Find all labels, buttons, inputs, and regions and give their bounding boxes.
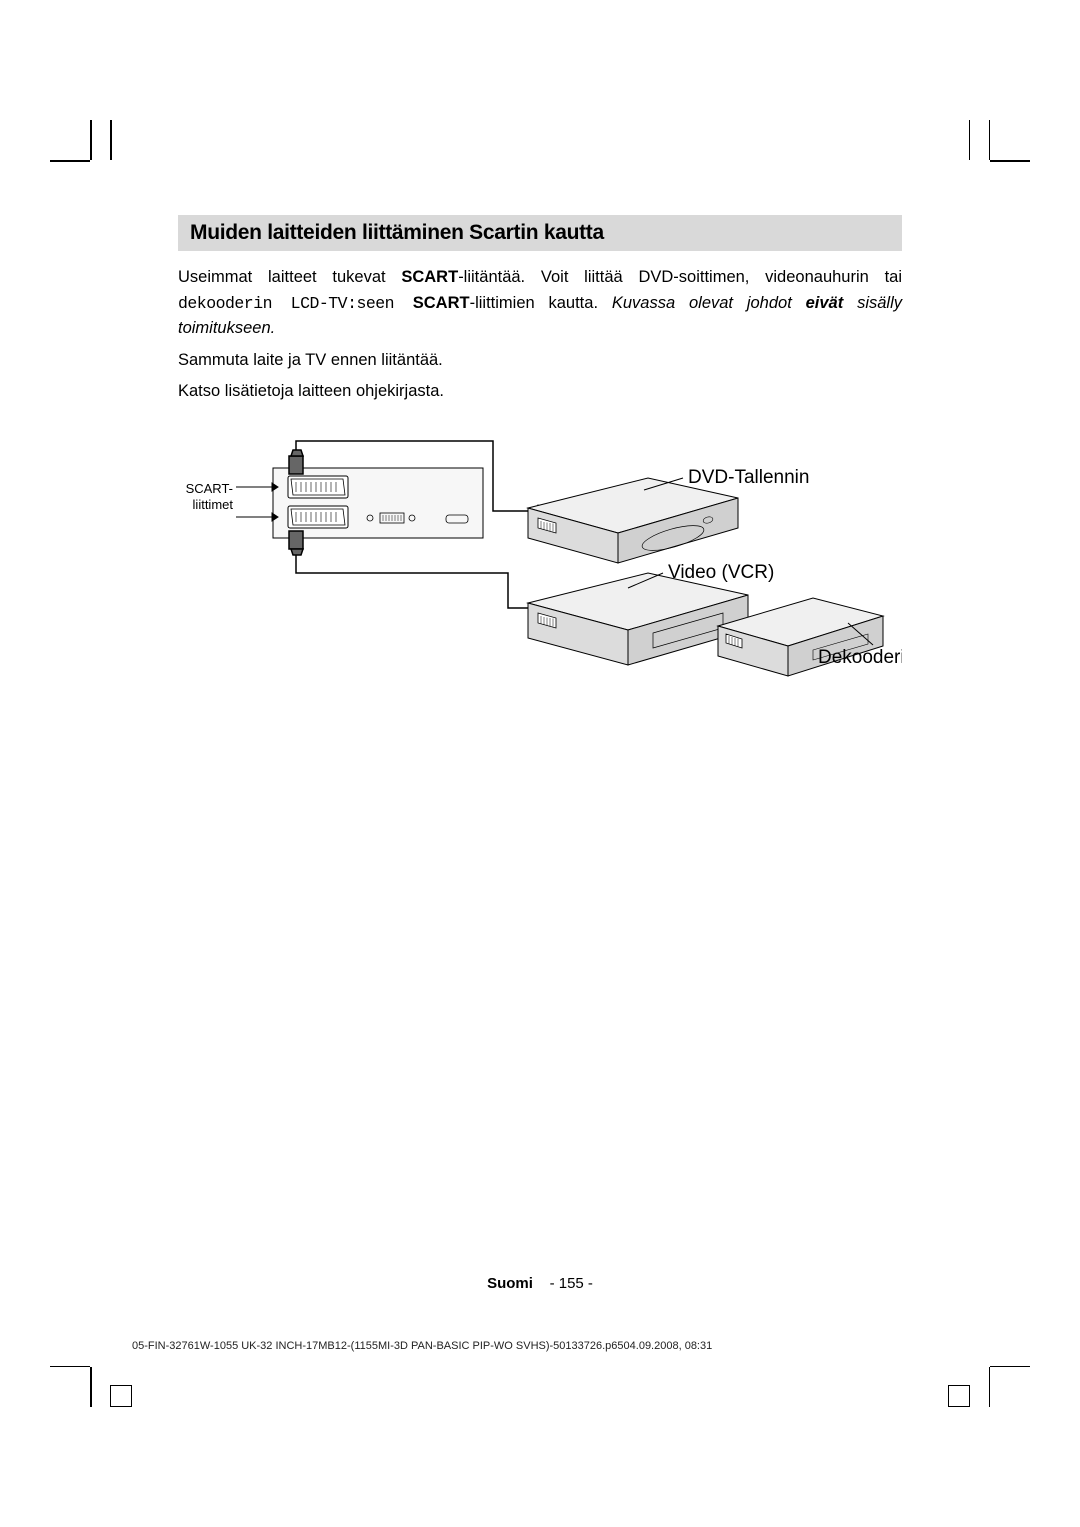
tv-back-panel (273, 468, 483, 538)
p1-t3: -liittimien kautta. (470, 294, 612, 312)
cable-to-vcr (289, 531, 562, 623)
vcr-label: Video (VCR) (668, 562, 774, 583)
imprint-line: 05-FIN-32761W-1055 UK-32 INCH-17MB12-(11… (132, 1340, 712, 1352)
scart-label-2: liittimet (193, 497, 234, 512)
content-area: Muiden laitteiden liittäminen Scartin ka… (178, 215, 902, 743)
p1-b2: SCART (413, 294, 470, 312)
p1-t2: -liitäntää. Voit liittää DVD-soittimen, … (458, 268, 902, 286)
scart-label-1: SCART- (186, 481, 233, 496)
p1-b1: SCART (401, 268, 458, 286)
paragraph-1: Useimmat laitteet tukevat SCART-liitäntä… (178, 265, 902, 342)
paragraph-2: Sammuta laite ja TV ennen liitäntää. (178, 348, 902, 374)
decoder-label: Dekooderi (818, 647, 902, 668)
dvd-label: DVD-Tallennin (688, 467, 809, 488)
scart-arrows (236, 483, 278, 521)
vcr-device (528, 573, 748, 665)
page-footer: Suomi - 155 - (0, 1275, 1080, 1292)
page: Muiden laitteiden liittäminen Scartin ka… (0, 0, 1080, 1527)
section-heading-bar: Muiden laitteiden liittäminen Scartin ka… (178, 215, 902, 251)
p1-mono: dekooderin LCD-TV:seen (178, 294, 413, 313)
section-heading: Muiden laitteiden liittäminen Scartin ka… (190, 221, 890, 245)
p1-t1: Useimmat laitteet tukevat (178, 268, 401, 286)
footer-page: - 155 - (550, 1275, 593, 1292)
connection-diagram: SCART- liittimet (178, 423, 902, 743)
dvd-device (528, 478, 738, 563)
p1-it1: Kuvassa olevat johdot (612, 294, 806, 312)
footer-lang: Suomi (487, 1275, 533, 1292)
paragraph-3: Katso lisätietoja laitteen ohjekirjasta. (178, 379, 902, 405)
p1-bit: eivät (806, 294, 844, 312)
